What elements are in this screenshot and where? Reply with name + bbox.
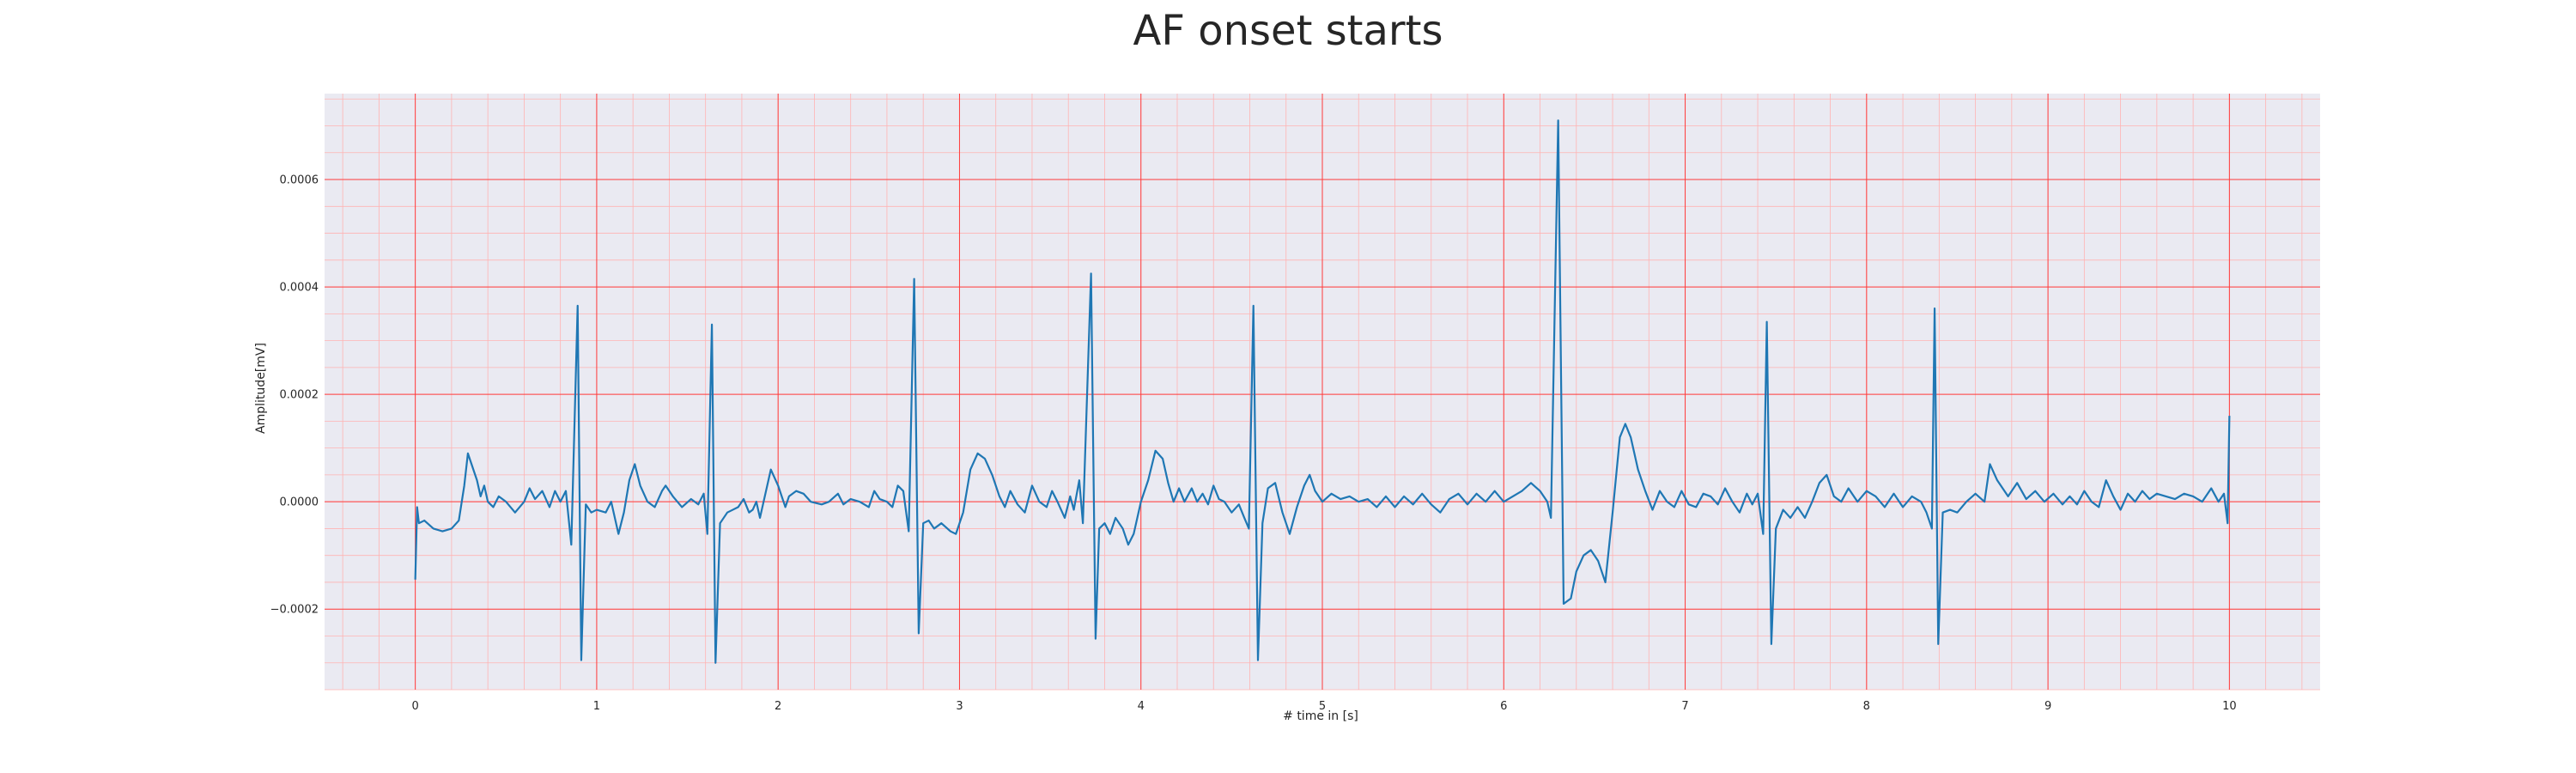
x-tick-label: 5 bbox=[1319, 700, 1326, 713]
y-tick-label: 0.0000 bbox=[280, 496, 319, 509]
x-tick-label: 4 bbox=[1138, 700, 1145, 713]
x-axis-label: # time in [s] bbox=[1283, 709, 1358, 723]
y-tick-label: 0.0006 bbox=[280, 174, 319, 187]
x-tick-label: 9 bbox=[2044, 700, 2051, 713]
y-tick-label: 0.0004 bbox=[280, 282, 319, 295]
ecg-series-line bbox=[414, 119, 2231, 664]
x-tick-label: 2 bbox=[775, 700, 781, 713]
x-tick-label: 10 bbox=[2222, 700, 2237, 713]
chart-title: AF onset starts bbox=[1133, 7, 1443, 55]
x-tick-label: 6 bbox=[1500, 700, 1507, 713]
y-tick-label: −0.0002 bbox=[270, 604, 319, 617]
x-tick-label: 8 bbox=[1863, 700, 1870, 713]
series-layer bbox=[414, 119, 2231, 664]
x-tick-label: 7 bbox=[1681, 700, 1688, 713]
x-tick-label: 3 bbox=[956, 700, 963, 713]
x-tick-label: 1 bbox=[593, 700, 600, 713]
y-tick-label: 0.0002 bbox=[280, 389, 319, 402]
x-tick-label: 0 bbox=[411, 700, 418, 713]
y-axis-ticks: −0.0002 0.0000 0.0002 0.0004 0.0006 bbox=[270, 174, 319, 617]
x-axis-ticks: 0 1 2 3 4 5 6 7 8 9 10 bbox=[411, 700, 2236, 713]
y-axis-label: Amplitude[mV] bbox=[254, 343, 268, 434]
